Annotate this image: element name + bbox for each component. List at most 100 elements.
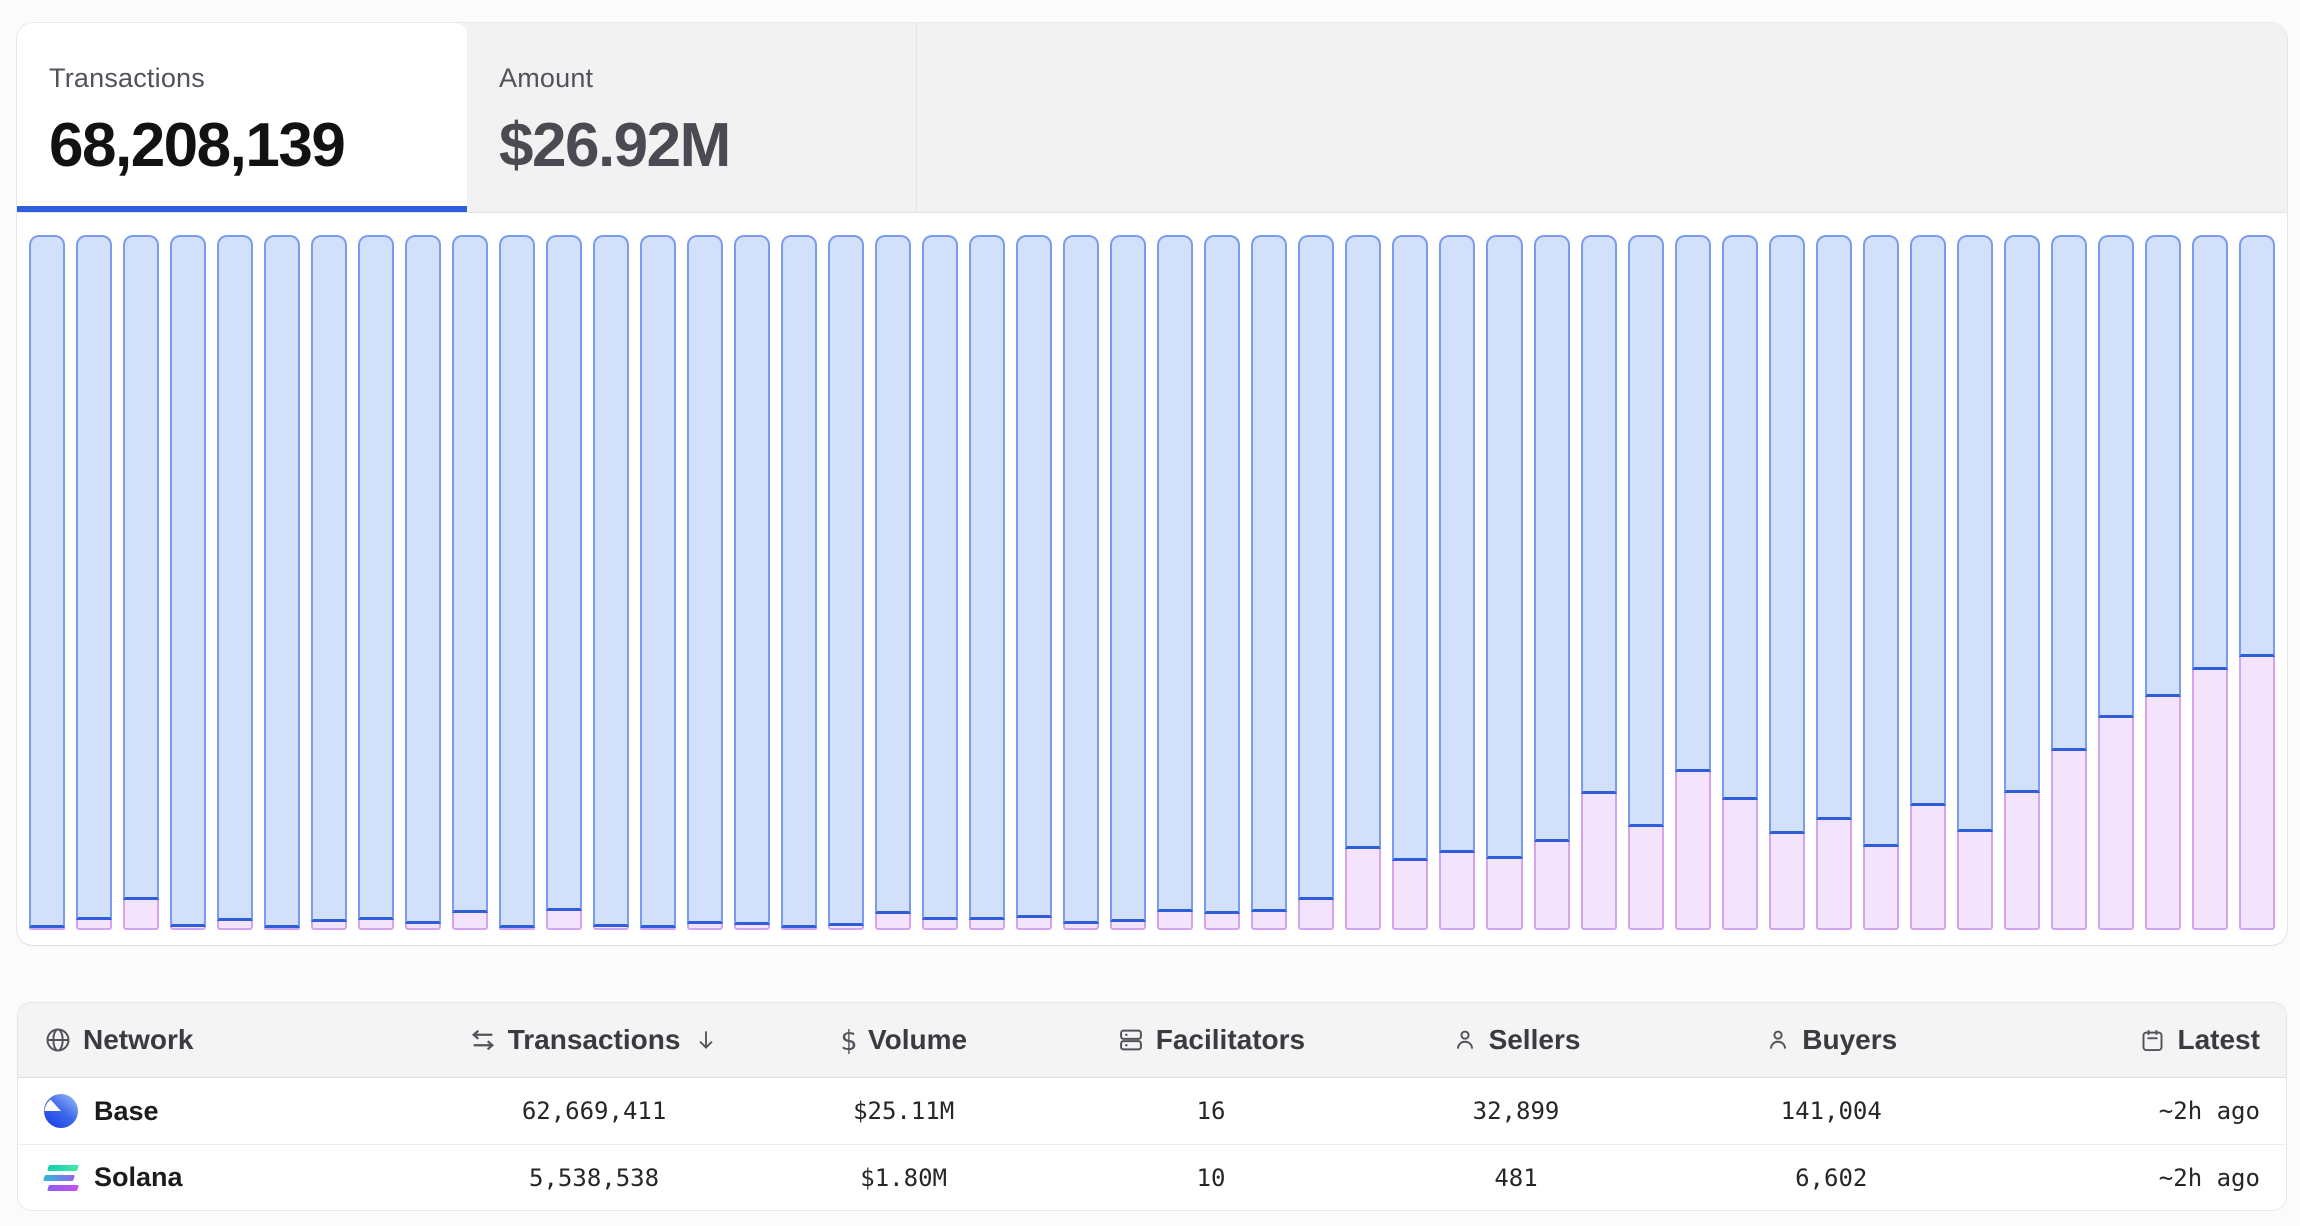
- calendar-icon: [2143, 1029, 2163, 1051]
- latest-value: ~2h ago: [2158, 1097, 2260, 1125]
- bar-segment-base: [1627, 235, 1664, 828]
- bar-segment-base: [2003, 235, 2040, 794]
- chart-bar: [1815, 235, 1852, 930]
- bar-segment-base: [546, 235, 583, 912]
- sellers-value: 32,899: [1472, 1097, 1560, 1125]
- bar-segment-base: [1392, 235, 1429, 862]
- bar-segment-base: [1956, 235, 1993, 833]
- bar-segment-base: [1486, 235, 1523, 860]
- bar-segment-solana: [1956, 832, 1993, 930]
- transactions-value: 62,669,411: [521, 1097, 667, 1125]
- bar-segment-base: [922, 235, 959, 921]
- chart-bar: [123, 235, 160, 930]
- chart-bar: [2191, 235, 2228, 930]
- bar-segment-solana: [1345, 848, 1382, 930]
- bar-segment-solana: [1157, 911, 1194, 930]
- bar-segment-base: [2238, 235, 2275, 657]
- networks-table: Network Transactions $ Volume Facilitato…: [17, 1002, 2287, 1211]
- chart-bar: [687, 235, 724, 930]
- chart-bar: [1486, 235, 1523, 930]
- chart-card: Transactions 68,208,139 Amount $26.92M: [17, 23, 2287, 945]
- buyers-value: 6,602: [1795, 1163, 1868, 1192]
- bar-segment-base: [170, 235, 207, 928]
- chart-bar: [452, 235, 489, 930]
- chart-bar: [1063, 235, 1100, 930]
- facilitators-value: 16: [1196, 1097, 1226, 1125]
- chart-bar: [2050, 235, 2087, 930]
- column-header-volume[interactable]: $ Volume: [840, 1023, 968, 1057]
- table-header-row: Network Transactions $ Volume Facilitato…: [18, 1003, 2286, 1078]
- bar-segment-base: [1204, 235, 1241, 915]
- chart-bar: [2097, 235, 2134, 930]
- bar-segment-solana: [2097, 718, 2134, 930]
- chart-bar: [2144, 235, 2181, 930]
- bar-segment-base: [76, 235, 113, 921]
- bar-segment-base: [499, 235, 536, 928]
- chart-bar: [358, 235, 395, 930]
- chart-bar: [499, 235, 536, 930]
- chart-bar: [170, 235, 207, 930]
- tab-amount-label: Amount: [499, 63, 594, 93]
- bar-segment-solana: [1439, 852, 1476, 930]
- chart-bar: [1862, 235, 1899, 930]
- bar-segment-solana: [29, 927, 66, 930]
- bar-segment-base: [1110, 235, 1147, 922]
- bar-segment-solana: [1721, 800, 1758, 930]
- solana-logo-icon: [43, 1164, 79, 1191]
- bar-segment-base: [405, 235, 442, 924]
- bar-segment-solana: [1627, 827, 1664, 930]
- tab-amount[interactable]: Amount $26.92M: [467, 23, 917, 212]
- bar-segment-solana: [1298, 900, 1335, 930]
- network-name: Solana: [94, 1162, 183, 1192]
- chart-bar: [1956, 235, 1993, 930]
- bar-segment-solana: [1063, 923, 1100, 930]
- bar-segment-base: [217, 235, 254, 921]
- bar-segment-solana: [2003, 793, 2040, 930]
- bar-segment-solana: [1768, 834, 1805, 930]
- bar-segment-base: [2144, 235, 2181, 698]
- bar-segment-solana: [123, 900, 160, 930]
- bar-segment-solana: [452, 913, 489, 930]
- bar-segment-base: [1580, 235, 1617, 794]
- bar-segment-base: [1063, 235, 1100, 924]
- facilitators-value: 10: [1196, 1163, 1226, 1192]
- bar-segment-solana: [1392, 861, 1429, 930]
- transactions-value: 5,538,538: [529, 1163, 660, 1192]
- bar-segment-base: [969, 235, 1006, 921]
- chart-bar: [29, 235, 66, 930]
- bar-segment-solana: [969, 920, 1006, 930]
- column-header-transactions[interactable]: Transactions: [442, 1024, 746, 1056]
- bar-segment-solana: [1909, 806, 1946, 930]
- chart-bar: [76, 235, 113, 930]
- bar-segment-base: [593, 235, 630, 928]
- bar-segment-base: [311, 235, 348, 922]
- bar-segment-base: [687, 235, 724, 924]
- bar-segment-solana: [1815, 820, 1852, 930]
- bar-segment-base: [358, 235, 395, 921]
- column-header-latest[interactable]: Latest: [1991, 1024, 2286, 1056]
- chart-bar: [311, 235, 348, 930]
- tab-transactions[interactable]: Transactions 68,208,139: [17, 23, 467, 212]
- bar-segment-solana: [2191, 670, 2228, 930]
- bar-segment-solana: [499, 928, 536, 930]
- chart-bar: [546, 235, 583, 930]
- column-header-facilitators[interactable]: Facilitators: [1061, 1024, 1360, 1056]
- table-row-base[interactable]: Base 62,669,411 $25.11M 16 32,899 141,00…: [18, 1078, 2286, 1144]
- tab-transactions-value: 68,208,139: [49, 111, 346, 180]
- column-header-buyers[interactable]: Buyers: [1671, 1024, 1991, 1056]
- bar-segment-solana: [2238, 656, 2275, 930]
- bar-segment-base: [1533, 235, 1570, 842]
- bar-segment-solana: [405, 923, 442, 930]
- table-row-solana[interactable]: Solana 5,538,538 $1.80M 10 481 6,602 ~2h…: [18, 1144, 2286, 1210]
- chart-bar: [1533, 235, 1570, 930]
- bar-segment-solana: [922, 920, 959, 930]
- bar-segment-base: [2191, 235, 2228, 671]
- stack-icon: [1119, 1029, 1142, 1051]
- chart-bar: [640, 235, 677, 930]
- column-header-network[interactable]: Network: [18, 1024, 442, 1056]
- chart-bar: [969, 235, 1006, 930]
- person-icon: [1770, 1030, 1787, 1049]
- column-header-sellers[interactable]: Sellers: [1361, 1024, 1672, 1056]
- chart-bar: [1627, 235, 1664, 930]
- network-cell: Base: [18, 1094, 442, 1128]
